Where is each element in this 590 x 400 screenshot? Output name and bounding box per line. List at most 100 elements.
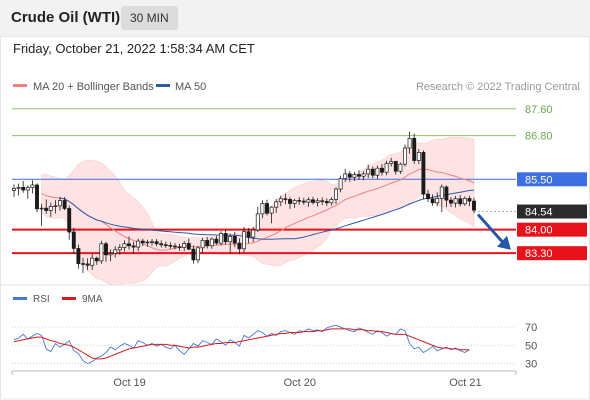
candle-body	[177, 246, 182, 248]
candle-body	[117, 247, 122, 251]
candle-body	[301, 200, 306, 203]
forecast-arrow-head	[497, 235, 511, 250]
osc-tick-label: 30	[525, 358, 537, 370]
level-label-86-80: 86.80	[525, 131, 553, 143]
candle-body	[283, 198, 288, 200]
candle-body	[186, 243, 191, 250]
level-tag-84-00	[517, 222, 587, 237]
candle-body	[237, 242, 242, 250]
legend-label-rsi: RSI	[33, 294, 50, 305]
level-label-83-30: 83.30	[525, 248, 553, 260]
candle-body	[168, 245, 173, 247]
chart-credit: Research © 2022 Trading Central	[416, 81, 580, 93]
level-label-85-50: 85.50	[525, 174, 553, 186]
candle-body	[145, 241, 150, 244]
candle-body	[398, 163, 403, 172]
candle-body	[200, 240, 205, 249]
level-tag-83-30	[517, 246, 587, 261]
candle-body	[260, 203, 265, 215]
candle-body	[39, 207, 44, 210]
candle-body	[85, 263, 90, 266]
osc-tick-label: 50	[525, 340, 537, 352]
candle-body	[347, 173, 352, 178]
candle-body	[113, 249, 118, 254]
candle-body	[430, 198, 435, 204]
candle-body	[182, 243, 187, 248]
candle-body	[334, 188, 338, 200]
candle-body	[25, 187, 30, 191]
candle-body	[324, 201, 329, 204]
candle-body	[278, 198, 283, 203]
candle-body	[67, 208, 72, 233]
candle-body	[297, 200, 302, 202]
candle-body	[81, 263, 85, 265]
legend-label-ma20: MA 20 + Bollinger Bands	[33, 81, 154, 93]
candle-body	[435, 198, 440, 204]
candle-body	[209, 238, 214, 247]
candle-body	[251, 229, 256, 238]
legend-swatch-9ma	[62, 297, 76, 300]
candle-body	[375, 167, 380, 176]
candle-body	[62, 200, 67, 209]
candle-body	[338, 178, 343, 190]
candle-body	[44, 207, 49, 211]
candle-body	[242, 231, 246, 250]
candle-body	[462, 198, 467, 205]
candle-body	[191, 248, 196, 261]
candle-body	[453, 198, 458, 204]
candle-body	[131, 245, 136, 248]
candle-body	[35, 184, 39, 210]
candle-body	[53, 205, 58, 207]
candle-body	[407, 137, 412, 149]
timeframe-button[interactable]: 30 MIN	[121, 6, 178, 30]
candle-body	[288, 199, 292, 204]
candle-body	[150, 241, 154, 243]
instrument-title: Crude Oil (WTI)	[11, 9, 121, 26]
candle-body	[154, 241, 159, 245]
candle-body	[352, 174, 357, 178]
candle-body	[265, 203, 269, 214]
candle-body	[444, 186, 449, 201]
candle-body	[320, 200, 325, 202]
candle-body	[140, 240, 145, 244]
bollinger-band	[41, 136, 475, 286]
osc-tick-label: 70	[525, 322, 537, 334]
x-tick-label: Oct 21	[449, 377, 481, 389]
candle-body	[255, 213, 260, 231]
candle-body	[71, 231, 76, 249]
last-price-label: 84.54	[525, 207, 553, 219]
candle-body	[246, 231, 251, 238]
candle-body	[108, 253, 113, 256]
candle-body	[159, 243, 164, 246]
candle-body	[196, 247, 200, 261]
level-label-87-60: 87.60	[525, 104, 553, 116]
candle-body	[384, 163, 389, 173]
ma50-line	[59, 189, 475, 240]
candle-body	[269, 206, 274, 214]
candle-body	[219, 233, 223, 244]
candle-body	[366, 168, 371, 175]
candle-body	[472, 200, 476, 211]
candle-body	[58, 200, 62, 207]
candle-body	[439, 186, 444, 199]
candle-body	[389, 161, 394, 164]
candle-body	[329, 199, 334, 204]
candle-body	[173, 245, 177, 248]
level-label-84-00: 84.00	[525, 225, 553, 237]
legend-label-9ma: 9MA	[82, 294, 103, 305]
candle-body	[311, 199, 315, 203]
candle-body	[122, 243, 127, 248]
last-price-tag	[517, 204, 587, 219]
candle-body	[412, 137, 417, 161]
candle-body	[136, 240, 141, 248]
candle-body	[76, 248, 81, 264]
candle-body	[104, 243, 108, 256]
candle-body	[30, 184, 35, 189]
x-tick-label: Oct 19	[113, 377, 145, 389]
legend-swatch-ma50	[156, 84, 170, 87]
candle-body	[12, 188, 16, 191]
candle-body	[370, 168, 375, 176]
legend-swatch-ma20	[13, 84, 27, 87]
candle-body	[393, 161, 398, 172]
